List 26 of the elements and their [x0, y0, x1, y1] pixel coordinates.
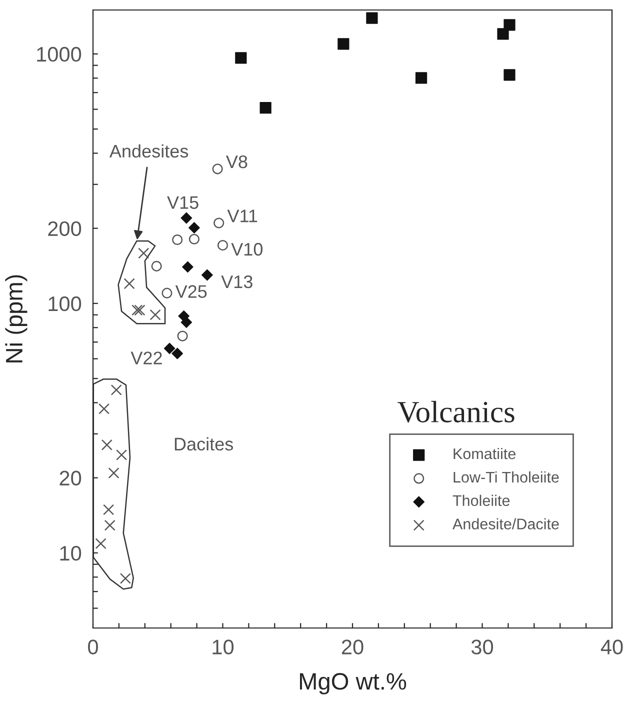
annotation: Dacites — [174, 437, 233, 451]
legend-label: Andesite/Dacite — [452, 518, 559, 530]
legend-label: Low-Ti Tholeiite — [454, 471, 559, 483]
annotation: V15 — [167, 196, 198, 209]
x-axis-title: MgO wt.% — [300, 673, 406, 694]
x-tick-label: 20 — [342, 640, 364, 654]
x-tick-label: 0 — [88, 640, 98, 654]
y-tick-label: 100 — [48, 296, 82, 312]
annotation: V13 — [221, 275, 252, 288]
legend-label: Tholeiite — [452, 494, 510, 506]
y-tick-label: 10 — [60, 546, 82, 561]
annotation: V22 — [130, 352, 162, 364]
annotation: V10 — [231, 242, 263, 256]
y-tick-label: 1000 — [37, 46, 82, 62]
annotation: V25 — [175, 285, 207, 298]
annotation: Andesites — [109, 144, 188, 158]
y-tick-label: 200 — [48, 221, 82, 236]
annotation: V8 — [226, 155, 248, 168]
annotation: Volcanics — [398, 400, 514, 423]
x-tick-label: 40 — [600, 640, 623, 654]
x-tick-label: 10 — [212, 640, 234, 654]
y-tick-label: 20 — [60, 470, 82, 486]
legend-label: Komatiite — [454, 448, 516, 460]
y-axis-title: Ni (ppm) — [5, 275, 28, 362]
annotation: V11 — [227, 210, 258, 222]
x-tick-label: 30 — [471, 640, 494, 654]
